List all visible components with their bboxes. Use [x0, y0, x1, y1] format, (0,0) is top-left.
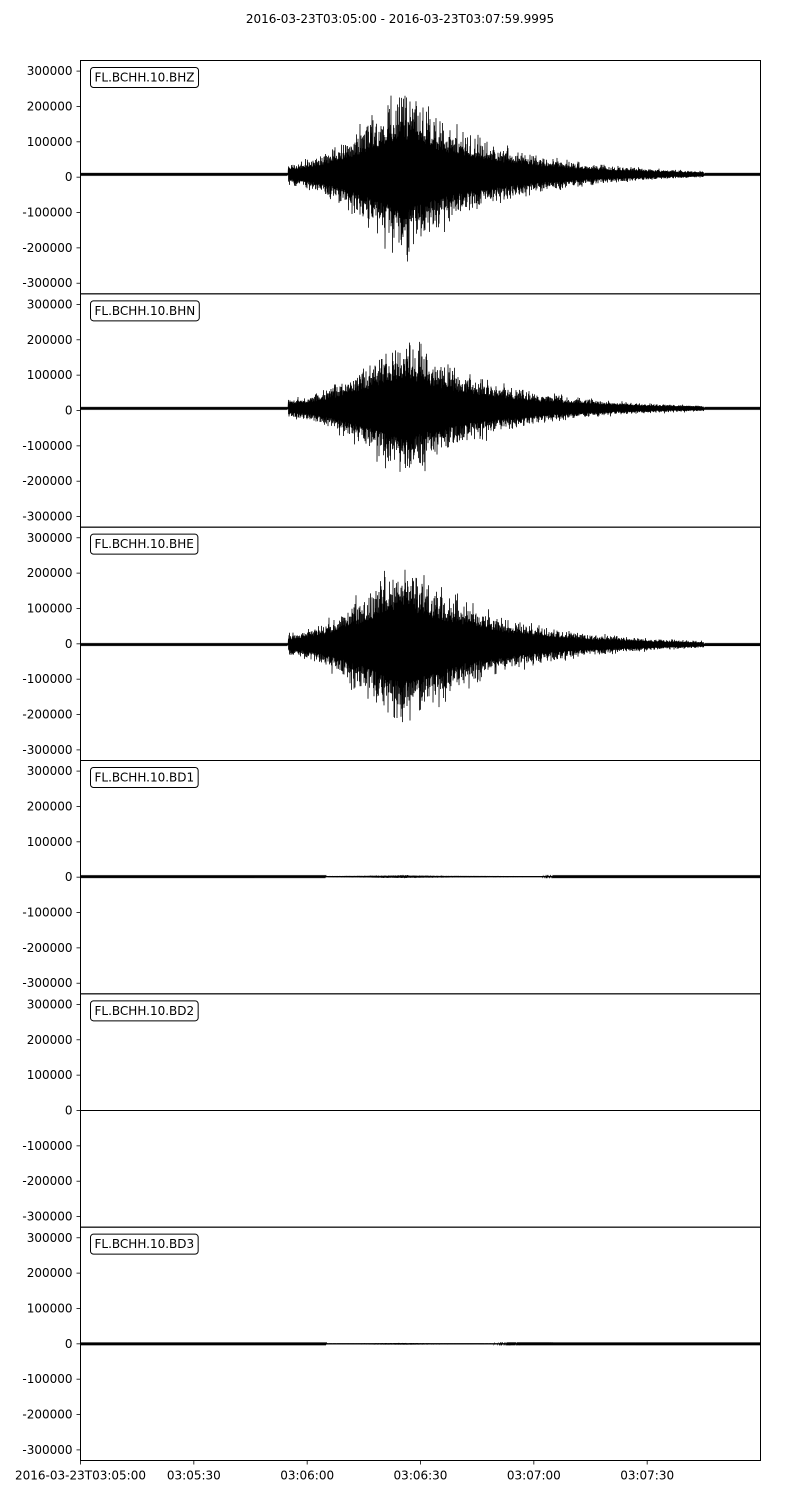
y-tick-label: 300000 — [27, 64, 73, 78]
y-tick-label: -200000 — [22, 941, 72, 955]
y-tick-label: 300000 — [27, 297, 73, 311]
y-tick-label: 200000 — [27, 1033, 73, 1047]
y-tick-label: 0 — [65, 1104, 73, 1118]
y-tick-label: -200000 — [22, 241, 72, 255]
y-tick-label: 100000 — [27, 368, 73, 382]
y-tick-label: 0 — [65, 170, 73, 184]
trace-label-box — [90, 1000, 199, 1022]
y-tick-label: 100000 — [27, 135, 73, 149]
y-tick-label: 100000 — [27, 601, 73, 615]
trace-label: FL.BCHH.10.BHE — [95, 537, 194, 551]
x-tick-label: 03:06:00 — [280, 1469, 334, 1483]
y-tick-label: 0 — [65, 1337, 73, 1351]
y-tick-label: 200000 — [27, 566, 73, 580]
y-tick-label: 100000 — [27, 1301, 73, 1315]
trace-label: FL.BCHH.10.BD2 — [95, 1004, 195, 1018]
x-tick-label: 03:05:30 — [167, 1469, 221, 1483]
y-tick-label: -300000 — [22, 976, 72, 990]
x-tick-label: 03:07:00 — [507, 1469, 561, 1483]
y-tick-label: -100000 — [22, 206, 72, 220]
trace-panel: 300000 200000 100000 0 -100000 -200000 -300000… — [22, 1226, 761, 1465]
y-tick-label: -100000 — [22, 672, 72, 686]
y-tick-label: 300000 — [27, 764, 73, 778]
y-tick-label: -100000 — [22, 1139, 72, 1153]
y-tick-label: 100000 — [27, 835, 73, 849]
trace-label: FL.BCHH.10.BD3 — [95, 1237, 195, 1251]
y-tick-label: -300000 — [22, 276, 72, 290]
y-tick-label: 300000 — [27, 531, 73, 545]
y-tick-label: 300000 — [27, 1231, 73, 1245]
y-tick-label: -200000 — [22, 474, 72, 488]
y-tick-label: 200000 — [27, 1266, 73, 1280]
waveform-line — [80, 341, 761, 472]
trace-panel: 300000 200000 100000 0 -100000 -200000 -300000… — [22, 526, 761, 762]
trace-panel: 300000 200000 100000 0 -100000 -200000 -300000… — [22, 60, 761, 295]
waveform-line — [80, 95, 761, 262]
trace-panel: 300000 200000 100000 0 -100000 -200000 -300000… — [22, 993, 761, 1228]
y-tick-label: -200000 — [22, 1174, 72, 1188]
y-tick-label: -200000 — [22, 708, 72, 722]
y-tick-label: -100000 — [22, 906, 72, 920]
waveform-line — [80, 569, 761, 723]
y-tick-label: -300000 — [22, 743, 72, 757]
y-tick-label: -300000 — [22, 1443, 72, 1457]
trace-label: FL.BCHH.10.BD1 — [95, 771, 195, 785]
trace-label-box — [90, 533, 199, 555]
y-tick-label: 100000 — [27, 1068, 73, 1082]
x-tick-label: 03:07:30 — [620, 1469, 674, 1483]
trace-panel: 300000 200000 100000 0 -100000 -200000 -300000… — [22, 760, 761, 995]
trace-label-box — [90, 767, 199, 788]
y-tick-label: 0 — [65, 404, 73, 418]
trace-label-box — [90, 300, 200, 322]
y-tick-label: -300000 — [22, 510, 72, 524]
y-tick-label: 300000 — [27, 997, 73, 1011]
trace-panel: 300000 200000 100000 0 -100000 -200000 -300000… — [22, 293, 761, 528]
y-tick-label: 200000 — [27, 99, 73, 113]
y-tick-label: 200000 — [27, 333, 73, 347]
x-tick-label: 03:06:30 — [394, 1469, 448, 1483]
y-tick-label: -200000 — [22, 1408, 72, 1422]
y-tick-label: 0 — [65, 870, 73, 884]
y-tick-label: 200000 — [27, 799, 73, 813]
y-tick-label: -100000 — [22, 439, 72, 453]
y-tick-label: -100000 — [22, 1372, 72, 1386]
y-tick-label: 0 — [65, 637, 73, 651]
trace-label: FL.BCHH.10.BHZ — [95, 71, 195, 85]
trace-label-box — [90, 1233, 199, 1255]
y-tick-label: -300000 — [22, 1210, 72, 1224]
x-tick-label: 2016-03-23T03:05:00 — [15, 1469, 146, 1483]
trace-label-box — [90, 67, 200, 88]
trace-label: FL.BCHH.10.BHN — [95, 304, 196, 318]
chart-title: 2016-03-23T03:05:00 - 2016-03-23T03:07:5… — [245, 12, 555, 26]
